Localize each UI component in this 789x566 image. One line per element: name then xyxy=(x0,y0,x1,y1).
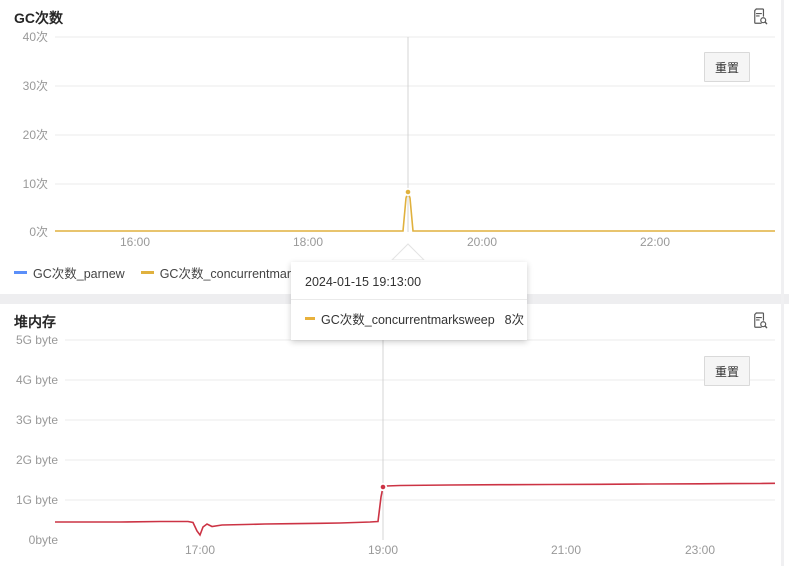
svg-text:30次: 30次 xyxy=(23,79,48,93)
svg-text:19:00: 19:00 xyxy=(368,543,398,557)
svg-text:2G byte: 2G byte xyxy=(16,453,58,467)
svg-text:40次: 40次 xyxy=(23,30,48,44)
svg-text:0byte: 0byte xyxy=(29,533,59,547)
svg-text:23:00: 23:00 xyxy=(685,543,715,557)
svg-text:16:00: 16:00 xyxy=(120,235,150,249)
svg-text:1G byte: 1G byte xyxy=(16,493,58,507)
svg-text:0次: 0次 xyxy=(29,225,48,239)
svg-text:10次: 10次 xyxy=(23,177,48,191)
svg-text:21:00: 21:00 xyxy=(551,543,581,557)
svg-text:4G byte: 4G byte xyxy=(16,373,58,387)
svg-text:3G byte: 3G byte xyxy=(16,413,58,427)
svg-text:17:00: 17:00 xyxy=(185,543,215,557)
svg-text:20次: 20次 xyxy=(23,128,48,142)
svg-text:5G byte: 5G byte xyxy=(16,333,58,347)
svg-text:22:00: 22:00 xyxy=(640,235,670,249)
